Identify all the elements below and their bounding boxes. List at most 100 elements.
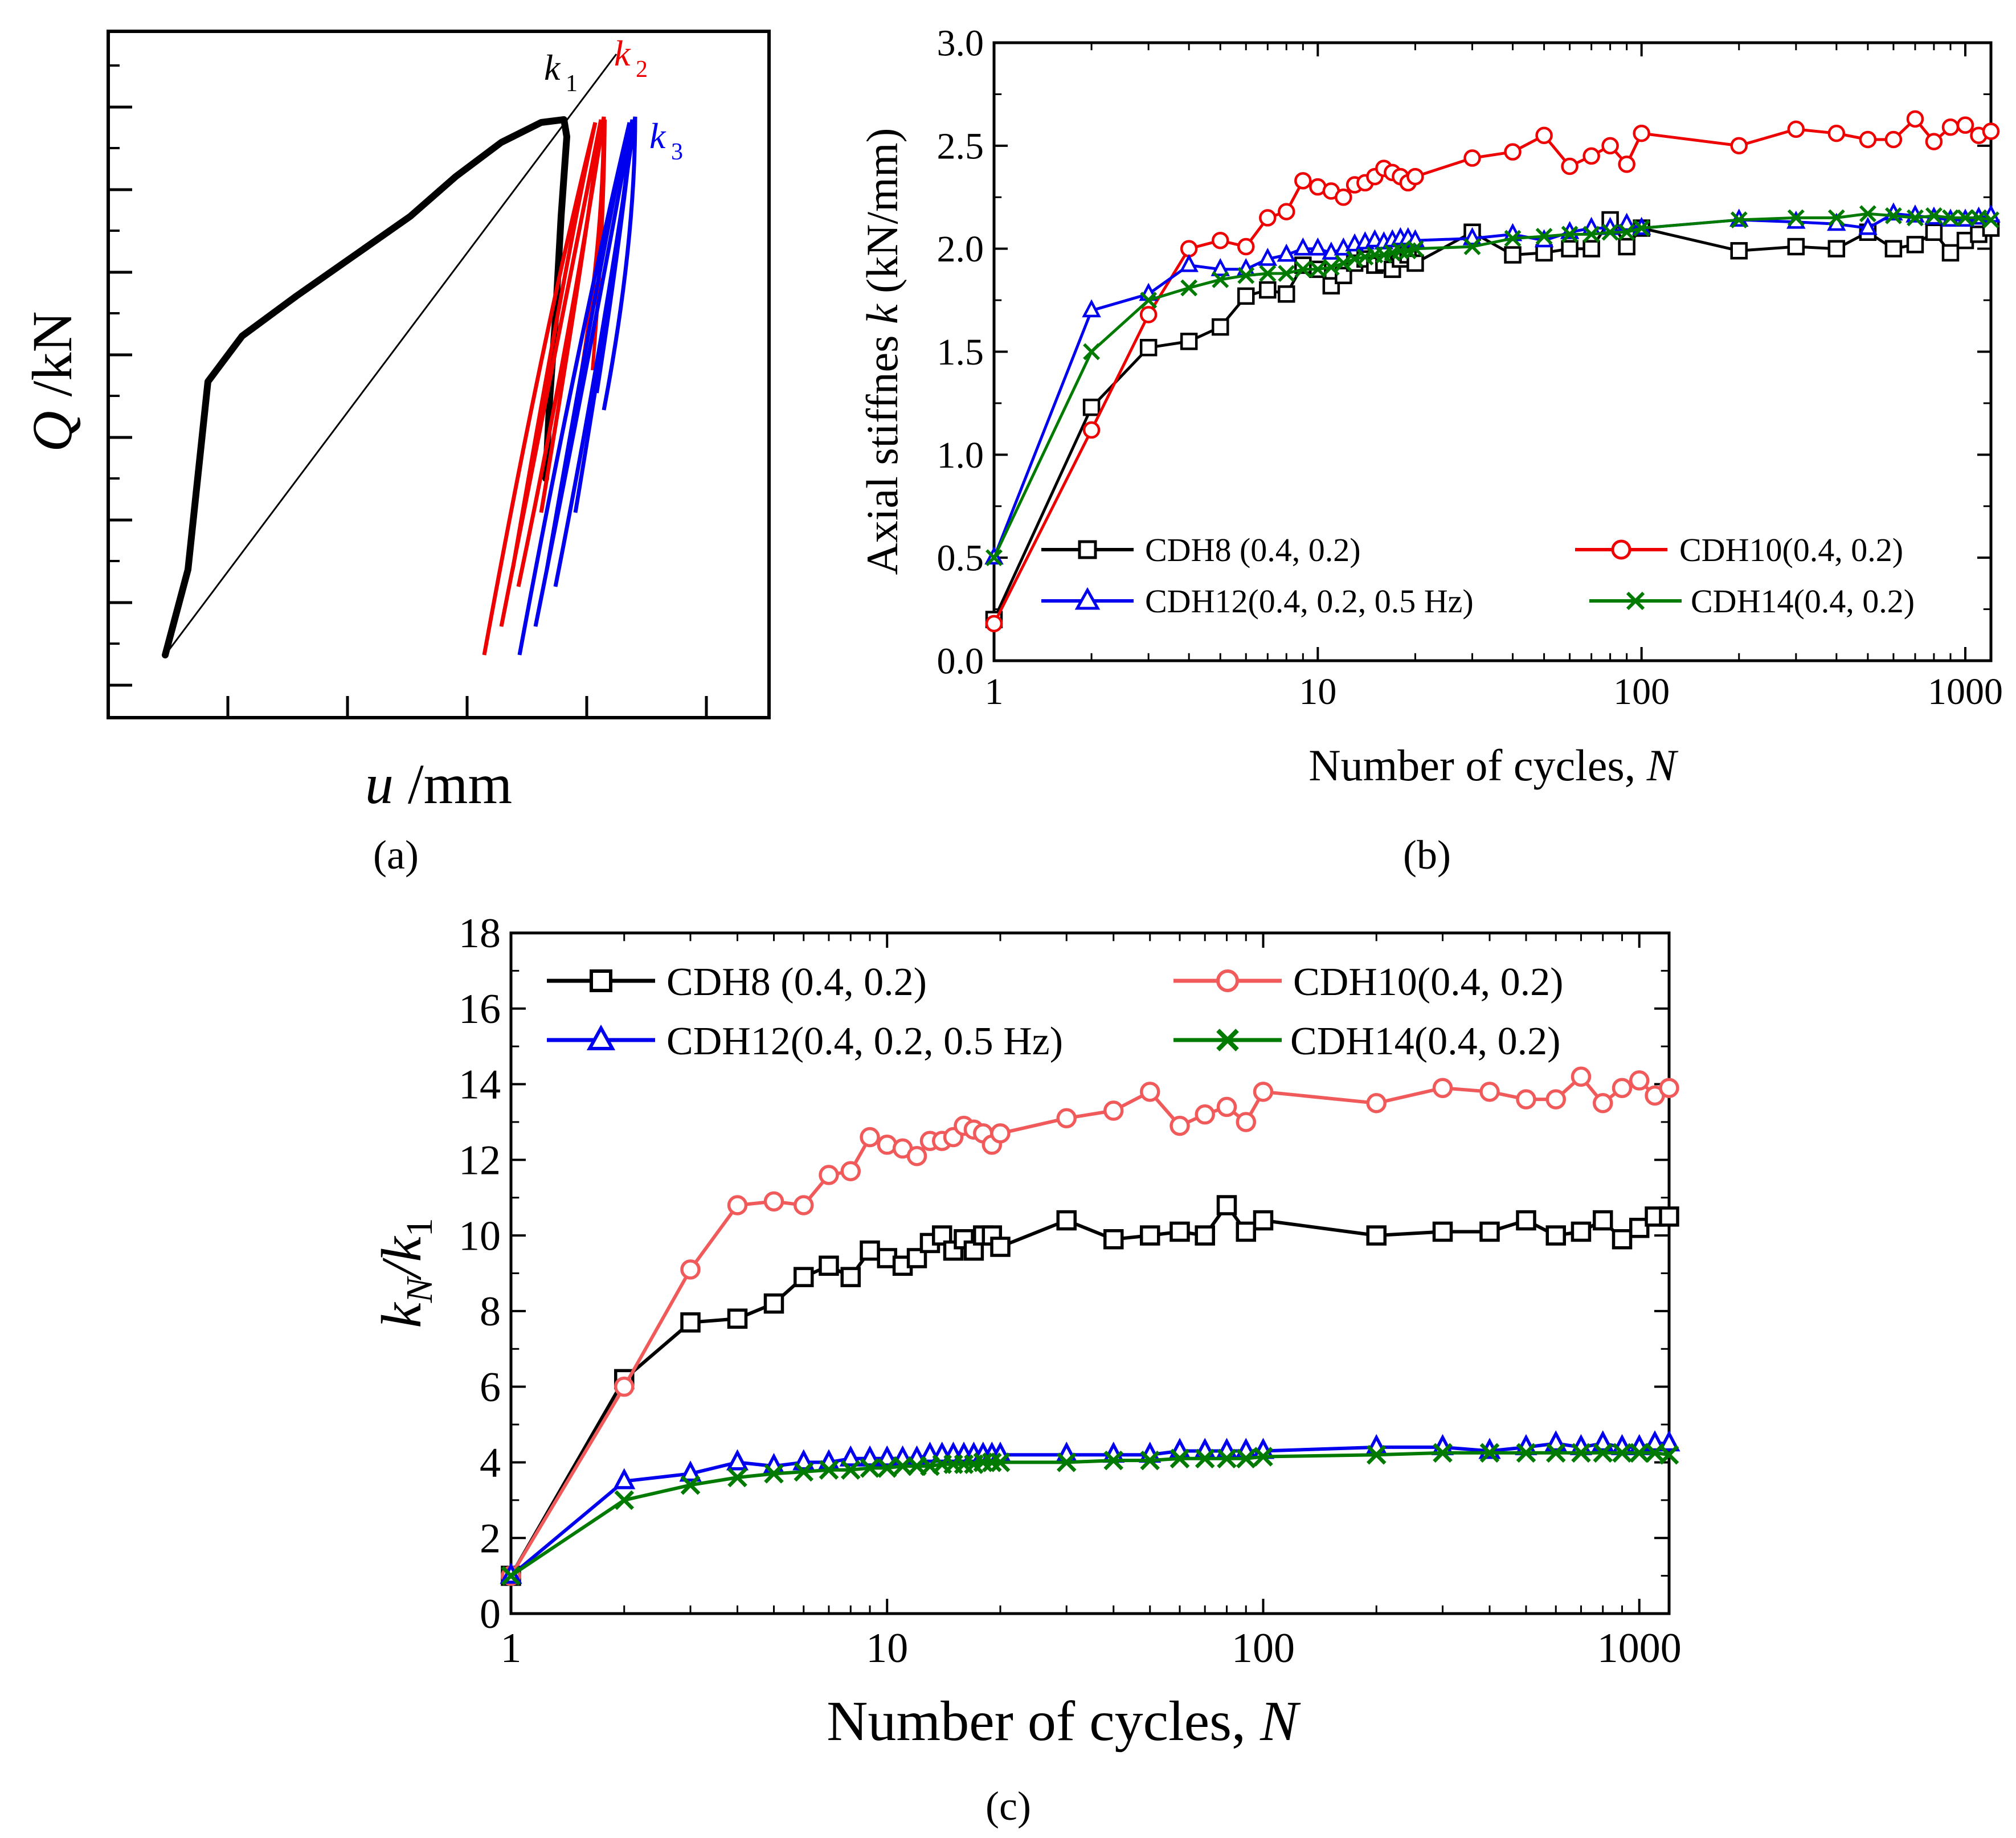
data-point — [1217, 1448, 1237, 1469]
ytick-label: 3.0 — [937, 22, 984, 64]
data-point — [1479, 1443, 1500, 1463]
data-point — [1643, 1430, 1666, 1452]
legend-marker-cdh10 — [1611, 539, 1631, 560]
ytick-label: 2 — [480, 1515, 501, 1562]
panel-a: k 1 k 2 k 3 u /mm Q /kN (a) — [21, 30, 771, 878]
legend-marker-cdh12 — [1074, 587, 1101, 610]
annot-k1-sub: 1 — [566, 71, 578, 97]
data-point — [1827, 124, 1846, 142]
data-point — [1082, 421, 1101, 439]
curve-k3-loop-4 — [595, 119, 635, 394]
data-point — [727, 1467, 747, 1488]
data-point — [1561, 157, 1579, 175]
data-point — [1659, 1078, 1679, 1098]
legend-item-cdh8: CDH8 (0.4, 0.2) — [1041, 531, 1361, 568]
data-point — [819, 1460, 839, 1480]
data-point — [1561, 240, 1579, 257]
data-point — [501, 1566, 521, 1586]
data-point — [1618, 238, 1635, 256]
series-cdh8 — [501, 1195, 1679, 1586]
data-point — [906, 1248, 927, 1268]
xtick-label: 10 — [1299, 671, 1336, 713]
data-point — [1884, 240, 1903, 257]
panel-c-ylabel: kN/k1 — [370, 1218, 440, 1328]
panel-a-ylabel: Q /kN — [21, 311, 84, 452]
panel-c-legend: CDH8 (0.4, 0.2) CDH10(0.4, 0.2) CDH12(0.… — [547, 960, 1563, 1063]
data-point — [877, 1458, 897, 1478]
data-point — [1516, 1210, 1536, 1231]
data-point — [1139, 339, 1158, 357]
data-point — [1216, 1195, 1237, 1215]
series-line — [510, 1442, 1669, 1577]
data-point — [1582, 226, 1600, 243]
data-point — [819, 1165, 839, 1185]
series-line — [992, 212, 1992, 559]
data-point — [1906, 110, 1924, 128]
xtick-label: 10 — [866, 1625, 908, 1672]
data-point — [1406, 240, 1424, 257]
ytick-label: 6 — [480, 1364, 501, 1411]
data-point — [1827, 209, 1845, 227]
data-point — [1253, 1210, 1274, 1231]
series-cdh14 — [985, 205, 1999, 567]
data-point — [1925, 223, 1943, 241]
data-point — [990, 1452, 1011, 1472]
data-point — [1056, 1452, 1077, 1472]
data-point — [893, 1456, 913, 1476]
data-point — [1545, 1225, 1566, 1246]
data-point — [1612, 1443, 1632, 1463]
data-point — [1294, 260, 1312, 278]
data-point — [1730, 242, 1748, 260]
legend-marker-cdh8 — [1078, 540, 1097, 559]
series-cdh12 — [984, 202, 2001, 565]
data-point — [1278, 265, 1295, 283]
data-point — [1169, 1221, 1190, 1242]
legend-item-cdh14-c: CDH14(0.4, 0.2) — [1173, 1020, 1560, 1063]
data-point — [1479, 1221, 1500, 1242]
data-point — [1308, 237, 1328, 256]
panel-b: 0.0 0.5 1.0 1.5 2.0 2.5 3.0 1 10 100 1000 CDH8 (0.… — [857, 22, 2003, 878]
xtick-label: 1000 — [1597, 1625, 1682, 1672]
data-point — [1618, 223, 1635, 241]
data-point — [1612, 1229, 1633, 1250]
legend-marker-cdh14 — [1626, 591, 1645, 611]
data-point — [1827, 240, 1846, 257]
data-point — [982, 1452, 1002, 1472]
ytick-label: 1.5 — [937, 331, 984, 373]
data-point — [840, 1267, 861, 1287]
data-point — [1322, 277, 1340, 295]
data-point — [840, 1161, 861, 1181]
legend-label-cdh12-c: CDH12(0.4, 0.2, 0.5 Hz) — [666, 1020, 1063, 1063]
data-point — [1139, 306, 1158, 324]
data-point — [1982, 211, 1999, 228]
data-point — [1612, 1078, 1633, 1098]
legend-item-cdh12-c: CDH12(0.4, 0.2, 0.5 Hz) — [547, 1020, 1063, 1063]
data-point — [1237, 287, 1255, 305]
data-point — [1237, 267, 1255, 284]
ytick-label: 14 — [459, 1062, 501, 1108]
data-point — [1169, 1115, 1190, 1136]
data-point — [1180, 279, 1198, 297]
data-point — [1278, 285, 1295, 303]
data-point — [1139, 1082, 1160, 1102]
data-point — [1140, 1450, 1160, 1471]
data-point — [1906, 236, 1924, 253]
data-point — [1592, 1093, 1613, 1114]
data-point — [858, 1445, 881, 1467]
data-point — [1140, 292, 1158, 309]
data-point — [1366, 1093, 1387, 1114]
data-point — [1258, 247, 1278, 266]
data-point — [819, 1255, 839, 1276]
data-point — [763, 1191, 784, 1212]
data-point — [1180, 240, 1198, 257]
data-point — [1629, 1443, 1650, 1463]
data-point — [1211, 258, 1230, 276]
data-point — [1618, 155, 1635, 173]
data-point — [1516, 1089, 1536, 1110]
data-point — [1277, 243, 1296, 262]
data-point — [1658, 1430, 1680, 1452]
data-point — [1103, 1100, 1124, 1121]
data-point — [679, 1460, 702, 1482]
data-point — [1504, 246, 1522, 264]
data-point — [906, 1145, 927, 1166]
